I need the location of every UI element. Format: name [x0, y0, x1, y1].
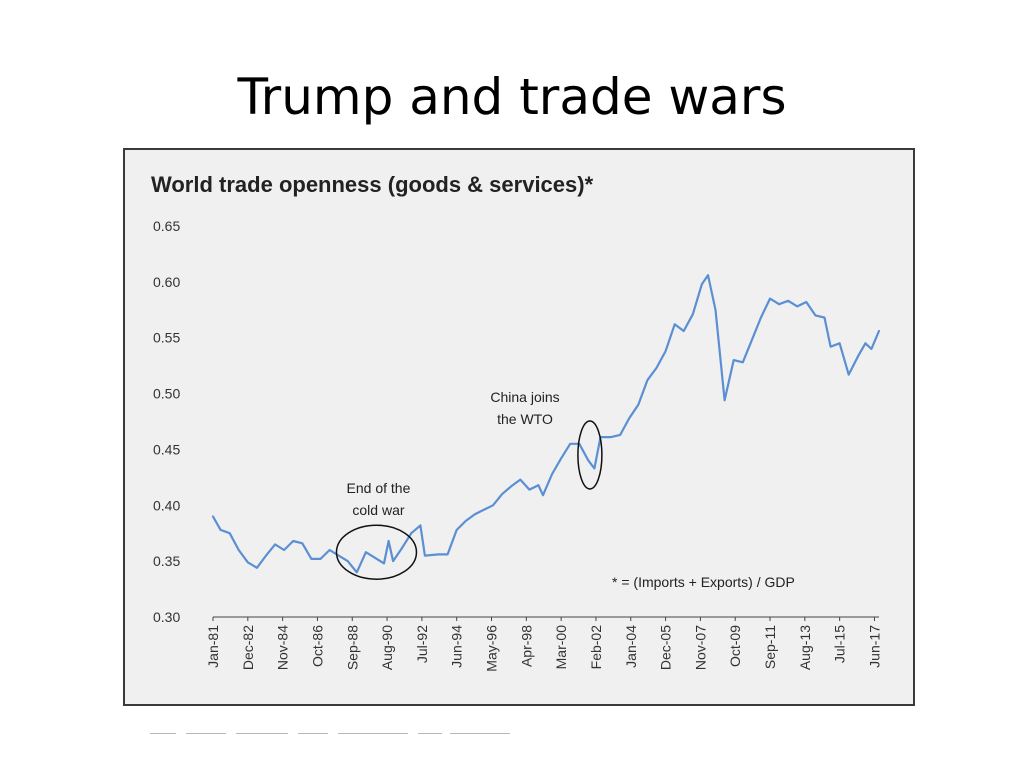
chart-footnote: * = (Imports + Exports) / GDP: [612, 574, 795, 590]
x-tick-label: Dec-82: [240, 625, 256, 670]
x-tick-label: Jul-92: [414, 625, 430, 663]
x-tick-label: Apr-98: [518, 625, 534, 667]
y-tick-label: 0.55: [153, 330, 180, 346]
x-tick-label: Aug-90: [379, 625, 395, 670]
y-tick-label: 0.45: [153, 441, 180, 457]
chart-panel: World trade openness (goods & services)*…: [123, 148, 915, 706]
footer-caption-cropped: [150, 726, 590, 734]
x-tick-label: Nov-84: [275, 625, 291, 670]
x-tick-label: Oct-09: [727, 625, 743, 667]
chart-title: World trade openness (goods & services)*: [151, 172, 594, 197]
annotation-label: the WTO: [497, 411, 553, 427]
x-tick-label: Jan-81: [205, 625, 221, 668]
x-tick-label: Jun-94: [449, 625, 465, 668]
x-tick-label: May-96: [484, 625, 500, 672]
x-tick-label: Jul-15: [832, 625, 848, 663]
annotation-label: End of the: [347, 480, 411, 496]
x-tick-label: Sep-11: [762, 625, 778, 669]
annotation-label: China joins: [490, 389, 559, 405]
y-tick-label: 0.30: [153, 609, 180, 625]
line-chart: 0.30 0.35 0.40 0.45 0.50 0.55 0.60 0.65 Jan-81 De…: [153, 218, 882, 672]
series-line: [211, 274, 881, 574]
y-tick-label: 0.60: [153, 274, 180, 290]
x-tick-label: Jun-17: [866, 625, 882, 668]
x-tick-label: Oct-86: [309, 625, 325, 667]
y-tick-label: 0.35: [153, 553, 180, 569]
x-tick-label: Dec-05: [658, 625, 674, 670]
annotation-label: cold war: [352, 502, 404, 518]
x-tick-label: Nov-07: [692, 625, 708, 670]
slide-title: Trump and trade wars: [237, 68, 787, 126]
y-tick-label: 0.50: [153, 386, 180, 402]
annotation-ellipse: [335, 524, 418, 580]
y-tick-label: 0.40: [153, 497, 180, 513]
x-tick-label: Mar-00: [553, 625, 569, 670]
annotation-ellipse: [577, 420, 603, 490]
x-tick-label: Feb-02: [588, 625, 604, 670]
x-tick-label: Sep-88: [344, 625, 360, 670]
x-tick-label: Aug-13: [797, 625, 813, 670]
x-tick-label: Jan-04: [623, 625, 639, 668]
y-tick-label: 0.65: [153, 218, 180, 234]
